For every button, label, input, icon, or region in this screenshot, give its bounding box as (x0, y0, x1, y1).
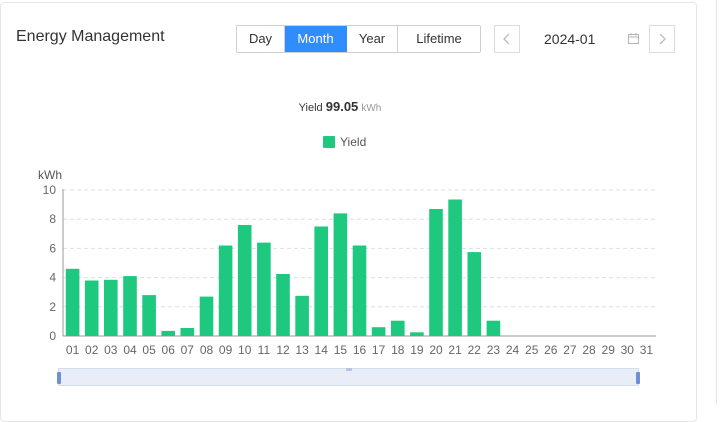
bar-07[interactable] (180, 328, 195, 336)
bar-16[interactable] (352, 245, 367, 337)
x-tick-label: 25 (525, 343, 539, 357)
bar-20[interactable] (429, 209, 443, 336)
legend-label-yield: Yield (340, 135, 367, 149)
x-tick-label: 23 (487, 343, 501, 357)
bar-12[interactable] (276, 274, 290, 336)
tab-lifetime[interactable]: Lifetime (398, 26, 480, 52)
x-tick-label: 24 (506, 343, 520, 357)
next-month-button[interactable] (649, 25, 675, 53)
x-tick-label: 11 (258, 343, 271, 357)
x-tick-label: 31 (640, 343, 654, 357)
tab-day[interactable]: Day (237, 26, 285, 52)
x-tick-label: 04 (123, 343, 137, 357)
x-tick-label: 21 (448, 343, 462, 357)
bar-08[interactable] (199, 296, 214, 336)
legend-swatch-yield (323, 136, 335, 148)
y-tick-label: 4 (49, 271, 56, 285)
bar-21[interactable] (448, 199, 462, 337)
yield-summary: Yield 99.05 kWh (0, 99, 680, 114)
bar-03[interactable] (104, 279, 118, 336)
bar-14[interactable] (314, 226, 328, 337)
tab-month[interactable]: Month (285, 26, 347, 52)
x-tick-label: 30 (621, 343, 635, 357)
bar-10[interactable] (237, 225, 252, 336)
x-tick-label: 28 (582, 343, 596, 357)
yield-summary-value: 99.05 (325, 99, 359, 114)
bar-05[interactable] (142, 295, 156, 336)
x-tick-label: 07 (181, 343, 195, 357)
x-tick-label: 02 (85, 343, 99, 357)
yield-summary-unit: kWh (361, 103, 382, 114)
yield-summary-label: Yield (298, 102, 323, 114)
y-tick-label: 0 (49, 329, 56, 343)
chart-legend[interactable]: Yield (323, 135, 366, 149)
y-tick-label: 6 (49, 241, 56, 255)
chevron-right-icon (659, 33, 666, 45)
x-tick-label: 03 (104, 343, 118, 357)
y-tick-label: 8 (49, 212, 56, 226)
x-tick-label: 22 (468, 343, 482, 357)
x-tick-label: 26 (544, 343, 558, 357)
x-tick-label: 20 (429, 343, 443, 357)
bar-01[interactable] (65, 268, 80, 336)
x-tick-label: 14 (315, 343, 329, 357)
page-title: Energy Management (16, 28, 165, 45)
date-picker: 2024-01 (494, 25, 676, 53)
x-tick-label: 09 (219, 343, 233, 357)
x-tick-label: 12 (276, 343, 290, 357)
calendar-icon[interactable] (628, 33, 639, 44)
bar-09[interactable] (218, 245, 233, 337)
x-tick-label: 15 (334, 343, 348, 357)
x-tick-label: 08 (200, 343, 214, 357)
x-tick-label: 05 (142, 343, 156, 357)
x-tick-label: 06 (162, 343, 176, 357)
bar-02[interactable] (84, 280, 99, 337)
bar-13[interactable] (295, 295, 309, 336)
bar-18[interactable] (391, 320, 405, 336)
zoom-handle-right[interactable] (636, 372, 640, 384)
period-tabs: Day Month Year Lifetime (236, 25, 481, 53)
bar-17[interactable] (371, 327, 386, 336)
y-axis-label: kWh (38, 168, 62, 182)
x-tick-label: 29 (602, 343, 616, 357)
energy-management-card (0, 2, 697, 422)
x-tick-label: 13 (295, 343, 309, 357)
bar-19[interactable] (410, 332, 424, 336)
bar-04[interactable] (123, 276, 137, 336)
x-tick-label: 18 (391, 343, 405, 357)
adjacent-card-edge (716, 0, 726, 405)
bar-22[interactable] (467, 252, 482, 336)
x-tick-label: 16 (353, 343, 367, 357)
bar-15[interactable] (333, 213, 348, 336)
date-value[interactable]: 2024-01 (544, 31, 596, 47)
y-tick-label: 10 (43, 183, 57, 197)
x-tick-label: 19 (410, 343, 424, 357)
y-tick-label: 2 (49, 300, 56, 314)
prev-month-button[interactable] (494, 25, 520, 53)
bar-23[interactable] (486, 320, 501, 336)
zoom-slider[interactable] (57, 368, 640, 386)
zoom-grip-icon[interactable] (346, 368, 352, 371)
tab-year[interactable]: Year (347, 26, 398, 52)
x-tick-label: 01 (66, 343, 80, 357)
zoom-handle-left[interactable] (57, 372, 61, 384)
x-tick-label: 17 (372, 343, 386, 357)
bar-06[interactable] (161, 330, 175, 336)
chevron-left-icon (503, 33, 510, 45)
x-tick-label: 10 (238, 343, 252, 357)
bar-11[interactable] (257, 242, 271, 336)
x-tick-label: 27 (563, 343, 577, 357)
